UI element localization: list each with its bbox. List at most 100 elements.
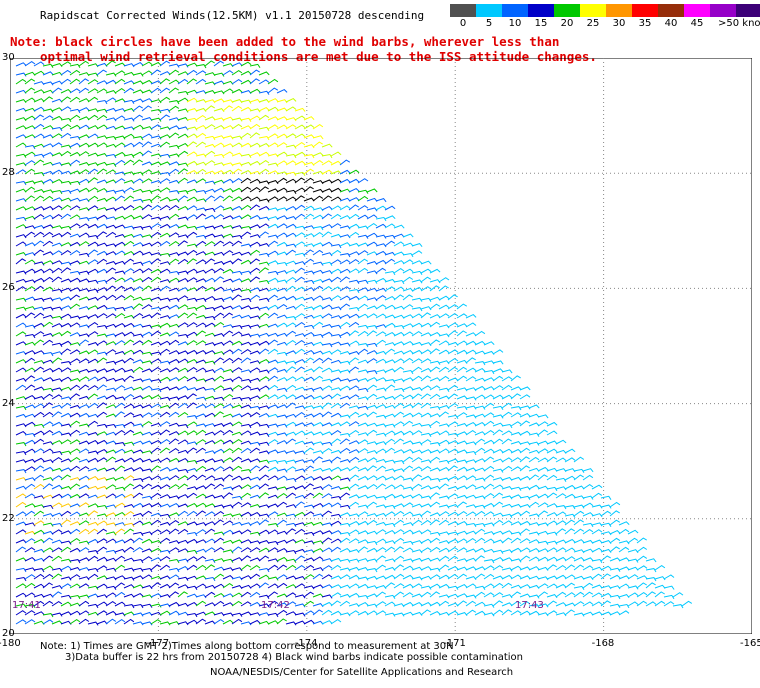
wind-barb [177, 621, 189, 626]
wind-barb [33, 465, 44, 472]
wind-barb [249, 476, 261, 481]
wind-barb [132, 198, 144, 203]
wind-barb [69, 511, 81, 517]
wind-barb [267, 180, 279, 185]
wind-barb [357, 258, 369, 265]
wind-barb [51, 547, 63, 553]
wind-barb [24, 215, 36, 220]
wind-barb [375, 610, 387, 616]
wind-barb [528, 456, 540, 463]
wind-barb [51, 600, 63, 607]
wind-barb [105, 360, 117, 365]
wind-barb [24, 413, 36, 418]
wind-barb [663, 574, 675, 580]
wind-barb [546, 564, 557, 571]
wind-barb [69, 287, 81, 292]
wind-barb [357, 458, 369, 463]
wind-barb [150, 388, 162, 393]
wind-barb [303, 225, 315, 230]
wind-barb [114, 270, 126, 275]
wind-barb [141, 395, 153, 400]
wind-barb [303, 306, 315, 311]
longitude-label: -177 [146, 638, 170, 649]
wind-barb [438, 511, 450, 517]
wind-barb [600, 531, 612, 536]
wind-barb [78, 252, 90, 258]
wind-barb [276, 133, 288, 139]
wind-barb [339, 205, 351, 211]
wind-barb [42, 333, 54, 338]
wind-barb [141, 531, 153, 536]
wind-barb [573, 528, 585, 535]
wind-barb [303, 447, 314, 454]
wind-barb [159, 583, 171, 589]
wind-barb [474, 394, 486, 400]
wind-barb [177, 539, 189, 544]
wind-barb [348, 592, 360, 598]
wind-barb [69, 332, 81, 337]
wind-barb [69, 521, 81, 526]
wind-barb [78, 512, 90, 517]
wind-barb [663, 585, 675, 590]
wind-barb [339, 467, 351, 472]
lat-lon-grid [10, 58, 752, 634]
wind-barb [591, 504, 603, 509]
wind-barb [141, 495, 153, 500]
wind-barb [510, 574, 522, 580]
wind-barb [87, 259, 99, 265]
wind-barb [483, 439, 495, 445]
wind-barb [213, 297, 225, 302]
wind-barb [213, 583, 225, 589]
wind-barb [384, 215, 396, 220]
wind-barb [258, 441, 270, 446]
wind-barb [186, 459, 198, 465]
wind-barb [294, 187, 306, 193]
wind-barb [411, 349, 423, 355]
wind-barb [42, 351, 54, 357]
wind-barb [69, 88, 81, 94]
wind-barb [114, 250, 126, 256]
wind-barb [60, 231, 72, 238]
wind-barb [465, 367, 477, 373]
wind-barb [150, 394, 162, 400]
wind-barb [24, 252, 36, 257]
wind-barb [141, 594, 153, 599]
wind-barb [42, 530, 54, 535]
wind-barb [240, 601, 252, 607]
wind-barb [24, 610, 36, 616]
wind-barb [456, 349, 468, 355]
wind-barb [411, 422, 423, 427]
wind-barb [33, 312, 45, 319]
wind-barb [24, 231, 36, 238]
wind-barb [33, 448, 45, 454]
wind-barb [150, 547, 162, 553]
wind-barb [78, 618, 90, 625]
wind-barb [231, 135, 243, 140]
wind-barb [267, 240, 279, 247]
wind-barb [195, 107, 207, 112]
wind-barb [78, 431, 90, 436]
wind-barb [204, 207, 216, 213]
wind-barb [258, 340, 270, 346]
wind-barb [249, 241, 261, 247]
wind-barb [384, 379, 396, 384]
wind-barb [420, 485, 432, 490]
wind-barb [249, 421, 261, 427]
wind-barb [222, 413, 234, 418]
wind-barb [123, 349, 135, 355]
wind-barb [258, 99, 270, 104]
wind-barb [204, 342, 216, 347]
wind-barb [213, 600, 225, 607]
wind-barb [294, 286, 306, 292]
wind-barb [33, 411, 45, 418]
wind-barb [330, 295, 342, 301]
wind-barb [267, 78, 279, 85]
wind-barb [312, 333, 324, 338]
wind-barb [267, 287, 279, 292]
wind-barb [357, 594, 369, 600]
wind-barb [105, 224, 117, 229]
wind-barb [105, 467, 117, 472]
wind-barb [447, 538, 459, 544]
wind-barb [465, 467, 477, 472]
wind-barb [519, 584, 531, 589]
